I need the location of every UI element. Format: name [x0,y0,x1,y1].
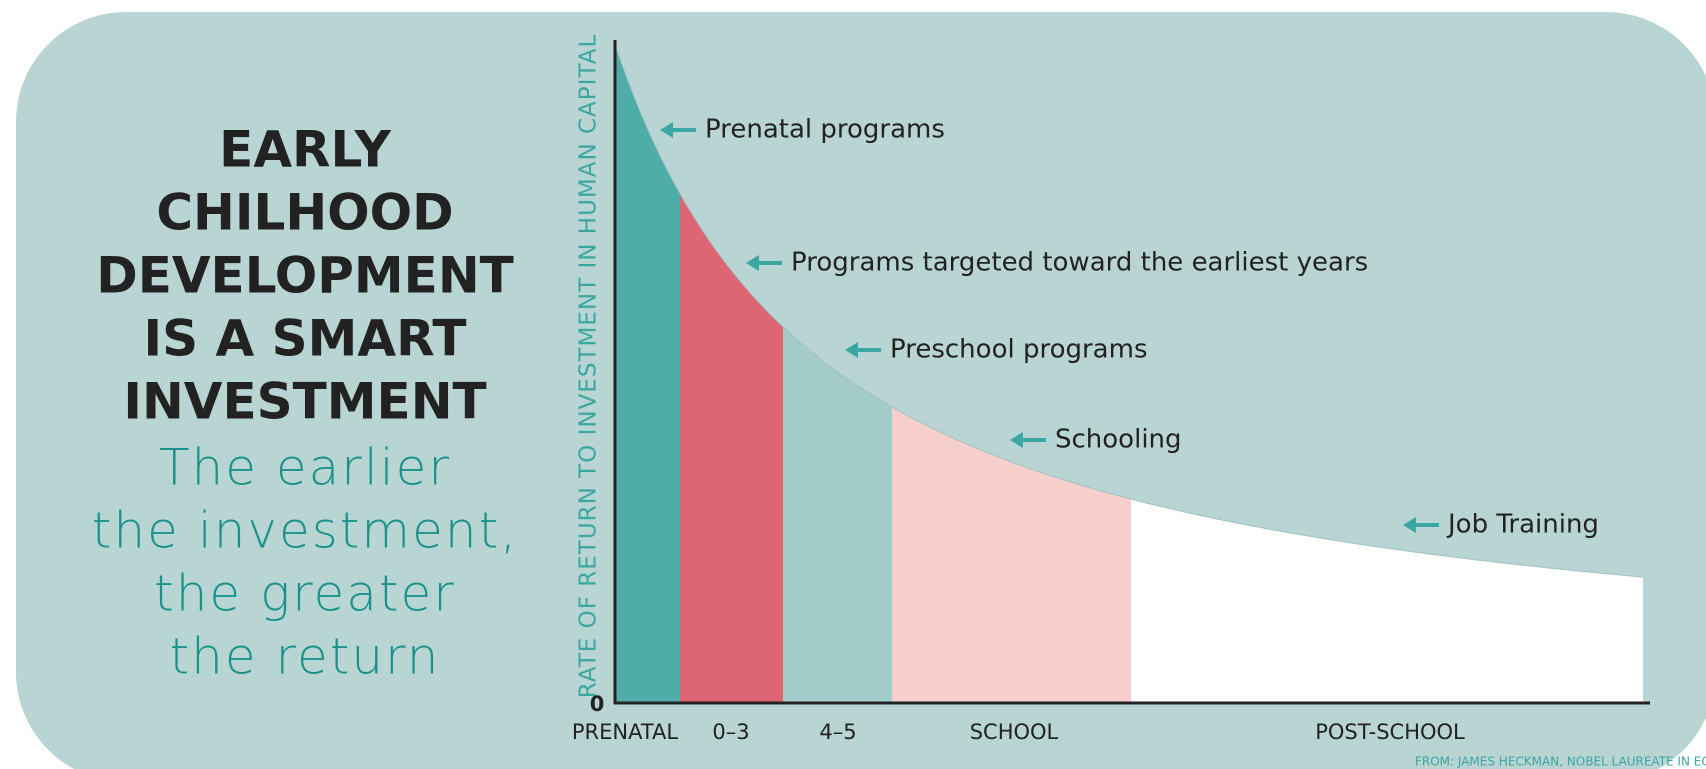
title-line: INVESTMENT [123,373,486,431]
arrow-head [746,255,759,271]
stage-label: PRENATAL [572,720,679,744]
stage-region [680,193,783,702]
y-axis-label: RATE OF RETURN TO INVESTMENT IN HUMAN CA… [576,34,602,699]
subtitle-line: the return [170,628,441,686]
stage-label: 4–5 [819,720,856,744]
stage-region [783,326,892,702]
annotation: Job Training [1446,510,1599,540]
title-line: IS A SMART [144,310,467,368]
subtitle-line: The earlier [159,439,451,497]
origin-label: 0 [590,692,605,716]
annotation: Programs targeted toward the earliest ye… [791,248,1368,278]
stage-region [892,406,1131,702]
arrow-head [1403,517,1416,533]
subtitle-line: the greater [154,565,456,623]
source: FROM: JAMES HECKMAN, NOBEL LAUREATE IN E… [1415,755,1706,769]
subtitle-line: the investment, [92,502,518,560]
stage-label: 0–3 [712,720,749,744]
stage-region [615,44,680,702]
title-line: CHILHOOD [156,184,453,242]
annotation: Preschool programs [890,335,1148,365]
title-line: DEVELOPMENT [96,247,514,305]
stage-regions [615,44,1643,702]
arrow-head [1010,432,1023,448]
stage-label: SCHOOL [970,720,1059,744]
annotation: Prenatal programs [705,115,945,145]
arrow-head [660,122,673,138]
title-line: EARLY [219,121,391,179]
stage-label: POST-SCHOOL [1315,720,1465,744]
arrow-head [845,342,858,358]
return-curve [614,43,1644,578]
annotation: Schooling [1055,425,1182,455]
stage-region [1131,499,1643,702]
